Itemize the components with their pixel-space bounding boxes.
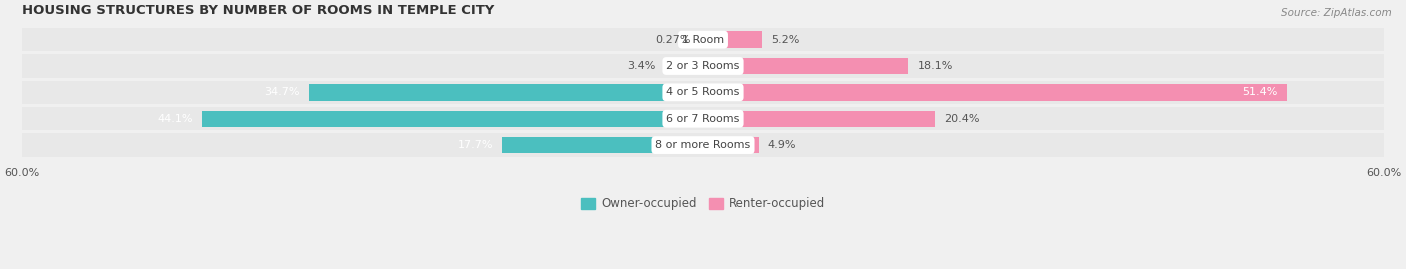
Bar — [703, 137, 759, 153]
Bar — [21, 133, 1385, 157]
Text: 34.7%: 34.7% — [264, 87, 299, 97]
Text: 17.7%: 17.7% — [457, 140, 494, 150]
Text: 4.9%: 4.9% — [768, 140, 796, 150]
Bar — [665, 58, 703, 74]
Text: 2 or 3 Rooms: 2 or 3 Rooms — [666, 61, 740, 71]
Text: 0.27%: 0.27% — [655, 35, 690, 45]
Text: 6 or 7 Rooms: 6 or 7 Rooms — [666, 114, 740, 124]
Bar — [309, 84, 703, 101]
Text: Source: ZipAtlas.com: Source: ZipAtlas.com — [1281, 8, 1392, 18]
Text: 1 Room: 1 Room — [682, 35, 724, 45]
Bar — [700, 31, 703, 48]
Text: 20.4%: 20.4% — [943, 114, 979, 124]
Text: 8 or more Rooms: 8 or more Rooms — [655, 140, 751, 150]
Text: 3.4%: 3.4% — [627, 61, 655, 71]
Bar — [703, 58, 908, 74]
Bar — [21, 54, 1385, 77]
Bar — [21, 81, 1385, 104]
Bar — [502, 137, 703, 153]
Text: 18.1%: 18.1% — [918, 61, 953, 71]
Text: HOUSING STRUCTURES BY NUMBER OF ROOMS IN TEMPLE CITY: HOUSING STRUCTURES BY NUMBER OF ROOMS IN… — [21, 4, 494, 17]
Bar — [21, 28, 1385, 51]
Text: 51.4%: 51.4% — [1241, 87, 1278, 97]
Text: 44.1%: 44.1% — [157, 114, 193, 124]
Bar — [703, 84, 1286, 101]
Bar — [202, 111, 703, 127]
Text: 5.2%: 5.2% — [770, 35, 800, 45]
Bar — [703, 111, 935, 127]
Bar — [21, 107, 1385, 130]
Legend: Owner-occupied, Renter-occupied: Owner-occupied, Renter-occupied — [576, 193, 830, 215]
Text: 4 or 5 Rooms: 4 or 5 Rooms — [666, 87, 740, 97]
Bar — [703, 31, 762, 48]
